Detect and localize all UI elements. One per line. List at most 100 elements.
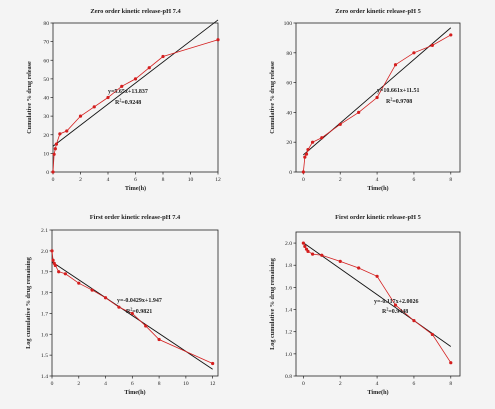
y-tick-label: 1.0 — [285, 352, 292, 358]
x-tick-label: 6 — [134, 177, 137, 183]
data-point — [320, 136, 324, 140]
r-squared: R2=0.9448 — [382, 307, 408, 316]
data-point — [63, 272, 67, 276]
y-tick-label: 1.5 — [41, 353, 48, 359]
data-point — [58, 132, 62, 136]
plot-frame — [295, 22, 461, 173]
data-point — [133, 77, 138, 81]
x-axis-label: Time(h) — [367, 389, 388, 396]
y-tick-label: 1.8 — [285, 263, 292, 269]
x-tick-label: 4 — [376, 177, 379, 183]
trend-line — [303, 242, 452, 347]
x-tick-label: 4 — [376, 381, 379, 387]
chart-title: First order kinetic release-pH 7.4 — [90, 214, 181, 221]
y-tick-label: 1.2 — [285, 330, 292, 336]
data-point — [51, 258, 55, 262]
x-axis-label: Time(h) — [124, 389, 145, 396]
x-tick-label: 4 — [104, 381, 107, 387]
r-squared-value: =0.9448 — [388, 309, 408, 315]
x-tick-label: 8 — [162, 177, 165, 183]
y-tick-label: 80 — [43, 21, 49, 27]
data-point — [92, 105, 96, 109]
data-point — [117, 305, 121, 309]
data-point — [54, 142, 59, 146]
data-point — [375, 274, 379, 278]
r-squared-symbol: R — [386, 99, 391, 105]
data-point — [51, 170, 55, 174]
data-point — [103, 296, 108, 300]
data-point — [357, 266, 361, 270]
data-point — [301, 170, 305, 174]
data-line — [302, 34, 451, 173]
fit-equation: y=-0.0429x+1.947 — [117, 298, 162, 304]
data-point — [130, 311, 134, 316]
chart-panel-4: First order kinetic release-pH 5 0 2 4 6 8 0.8… — [269, 214, 461, 396]
data-point — [144, 324, 148, 328]
y-tick-label: 0 — [289, 170, 292, 176]
data-point — [161, 54, 165, 59]
r-squared-superscript: 2 — [130, 307, 132, 312]
data-point — [412, 319, 416, 323]
y-tick-label: 2.1 — [41, 228, 48, 234]
x-tick-label: 2 — [77, 381, 80, 387]
y-tick-label: 100 — [284, 21, 293, 27]
data-point — [303, 155, 307, 159]
r-squared: R2=0.9821 — [126, 307, 152, 316]
y-tick-label: 2.0 — [285, 241, 292, 247]
y-tick-label: 1.9 — [41, 270, 48, 276]
x-tick-label: 4 — [107, 177, 110, 183]
x-tick-label: 2 — [79, 177, 82, 183]
data-point — [357, 110, 361, 114]
y-axis-label: Log cumulative % drug remaining — [269, 257, 276, 350]
x-tick-label: 6 — [131, 381, 134, 387]
y-tick-label: 1.7 — [41, 311, 48, 317]
data-point — [412, 51, 416, 55]
chart-title: First order kinetic release-pH 5 — [335, 214, 421, 221]
data-point — [120, 84, 124, 88]
data-point — [65, 129, 69, 133]
fit-equation: y=5.65x+13.837 — [108, 89, 148, 95]
x-tick-label: 0 — [52, 177, 55, 183]
data-point — [303, 244, 307, 248]
trend-line — [52, 19, 219, 147]
data-point — [338, 259, 342, 263]
data-point — [157, 337, 161, 342]
r-squared-superscript: 2 — [390, 97, 392, 102]
r-squared-superscript: 2 — [119, 98, 121, 103]
chart-panel-1: Zero order kinetic release-pH 7.4 0 2 4 6 8 10… — [26, 8, 221, 192]
data-point — [306, 249, 310, 253]
y-tick-label: 40 — [43, 96, 49, 102]
data-point — [53, 263, 57, 268]
y-tick-label: 30 — [43, 114, 49, 120]
x-tick-label: 0 — [51, 381, 54, 387]
x-tick-label: 2 — [339, 177, 342, 183]
data-point — [310, 252, 315, 256]
data-point — [57, 270, 61, 274]
data-point — [304, 152, 309, 156]
y-tick-label: 20 — [43, 133, 49, 139]
r-squared: R2=0.9708 — [386, 97, 412, 106]
x-tick-label: 6 — [413, 177, 416, 183]
chart-panel-2: Zero order kinetic release-pH 50 2 4 6 80204… — [269, 8, 461, 192]
x-tick-label: 8 — [449, 381, 452, 387]
y-tick-label: 50 — [43, 77, 49, 83]
x-tick-label: 10 — [183, 381, 189, 387]
data-point — [78, 114, 83, 118]
data-point — [53, 147, 57, 151]
x-tick-label: 10 — [188, 177, 194, 183]
data-point — [211, 361, 215, 366]
x-tick-label: 12 — [210, 381, 216, 387]
data-point — [338, 122, 342, 126]
data-point — [430, 43, 434, 47]
y-tick-label: 0.8 — [285, 374, 292, 380]
y-tick-label: 10 — [43, 151, 49, 157]
data-point — [216, 38, 220, 42]
y-tick-label: 1.4 — [41, 374, 48, 380]
x-tick-label: 6 — [413, 381, 416, 387]
y-tick-label: 80 — [286, 51, 292, 57]
y-tick-label: 1.6 — [285, 285, 292, 291]
plot-frame — [52, 22, 219, 173]
data-point — [52, 152, 56, 156]
y-tick-label: 1.4 — [285, 308, 292, 314]
